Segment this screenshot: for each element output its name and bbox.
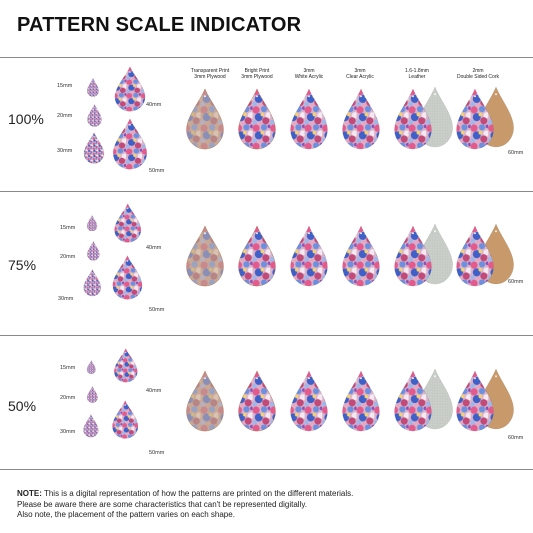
scale-label-75: 75%: [8, 257, 37, 273]
material-header-cork: 2mm Double Sided Cork: [457, 68, 499, 80]
sample-drop-50mm: [110, 118, 150, 170]
size-label-40: 40mm: [146, 245, 162, 251]
material-drop-bright-plywood: [235, 225, 279, 287]
material-drop-leather: [391, 370, 435, 432]
page-title: PATTERN SCALE INDICATOR: [17, 14, 302, 36]
divider: [0, 191, 533, 192]
material-drop-leather: [391, 88, 435, 150]
material-header-transparent-plywood: Transparent Print 3mm Plywood: [190, 68, 230, 80]
note-line-2: Please be aware there are some character…: [17, 499, 307, 509]
material-drop-clear-acrylic: [339, 370, 383, 432]
material-drop-bright-plywood: [235, 370, 279, 432]
material-drop-clear-acrylic: [339, 225, 383, 287]
sample-drop-30mm: [82, 132, 106, 164]
size-label-50: 50mm: [149, 450, 165, 456]
material-drop-cork: [453, 370, 497, 432]
material-drop-clear-acrylic: [339, 88, 383, 150]
note-text: NOTE: This is a digital representation o…: [17, 489, 353, 521]
size-label-60: 60mm: [508, 150, 524, 156]
size-label-40: 40mm: [146, 102, 162, 108]
size-label-15: 15mm: [60, 225, 76, 231]
material-drop-transparent-plywood: [183, 88, 227, 150]
size-label-20: 20mm: [60, 254, 76, 260]
size-label-30: 30mm: [58, 296, 74, 302]
sample-drop-40mm: [112, 203, 144, 243]
scale-label-50: 50%: [8, 398, 37, 414]
sample-drop-50mm: [110, 400, 140, 439]
material-drop-leather: [391, 225, 435, 287]
sample-drop-20mm: [86, 104, 103, 127]
sample-drop-15mm: [86, 78, 100, 97]
size-label-60: 60mm: [508, 435, 524, 441]
divider: [0, 57, 533, 58]
note-line-1: This is a digital representation of how …: [41, 489, 354, 498]
sample-drop-30mm: [82, 414, 100, 438]
material-drop-bright-plywood: [235, 88, 279, 150]
note-line-3: Also note, the placement of the pattern …: [17, 510, 235, 519]
size-label-40: 40mm: [146, 388, 162, 394]
sample-drop-40mm: [112, 348, 140, 383]
size-label-20: 20mm: [60, 395, 76, 401]
material-drop-white-acrylic: [287, 370, 331, 432]
sample-drop-40mm: [112, 66, 148, 112]
sample-drop-20mm: [86, 386, 99, 403]
material-drop-cork: [453, 225, 497, 287]
sample-drop-50mm: [110, 255, 145, 300]
size-label-15: 15mm: [60, 365, 76, 371]
divider: [0, 335, 533, 336]
size-label-20: 20mm: [57, 113, 73, 119]
size-label-60: 60mm: [508, 279, 524, 285]
divider: [0, 469, 533, 470]
sample-drop-30mm: [82, 269, 103, 297]
size-label-50: 50mm: [149, 307, 165, 313]
material-drop-white-acrylic: [287, 88, 331, 150]
size-label-15: 15mm: [57, 83, 73, 89]
size-label-50: 50mm: [149, 168, 165, 174]
size-label-30: 30mm: [60, 429, 76, 435]
material-drop-transparent-plywood: [183, 225, 227, 287]
scale-label-100: 100%: [8, 111, 44, 127]
material-drop-white-acrylic: [287, 225, 331, 287]
sample-drop-15mm: [86, 215, 98, 232]
sample-drop-20mm: [86, 241, 101, 261]
note-label: NOTE:: [17, 489, 42, 498]
material-header-bright-plywood: Bright Print 3mm Plywood: [241, 68, 273, 80]
material-header-white-acrylic: 3mm White Acrylic: [294, 68, 324, 80]
sample-drop-15mm: [86, 360, 97, 375]
material-drop-cork: [453, 88, 497, 150]
material-header-clear-acrylic: 3mm Clear Acrylic: [346, 68, 374, 80]
material-header-leather: 1.6-1.8mm Leather: [405, 68, 429, 80]
material-drop-transparent-plywood: [183, 370, 227, 432]
size-label-30: 30mm: [57, 148, 73, 154]
